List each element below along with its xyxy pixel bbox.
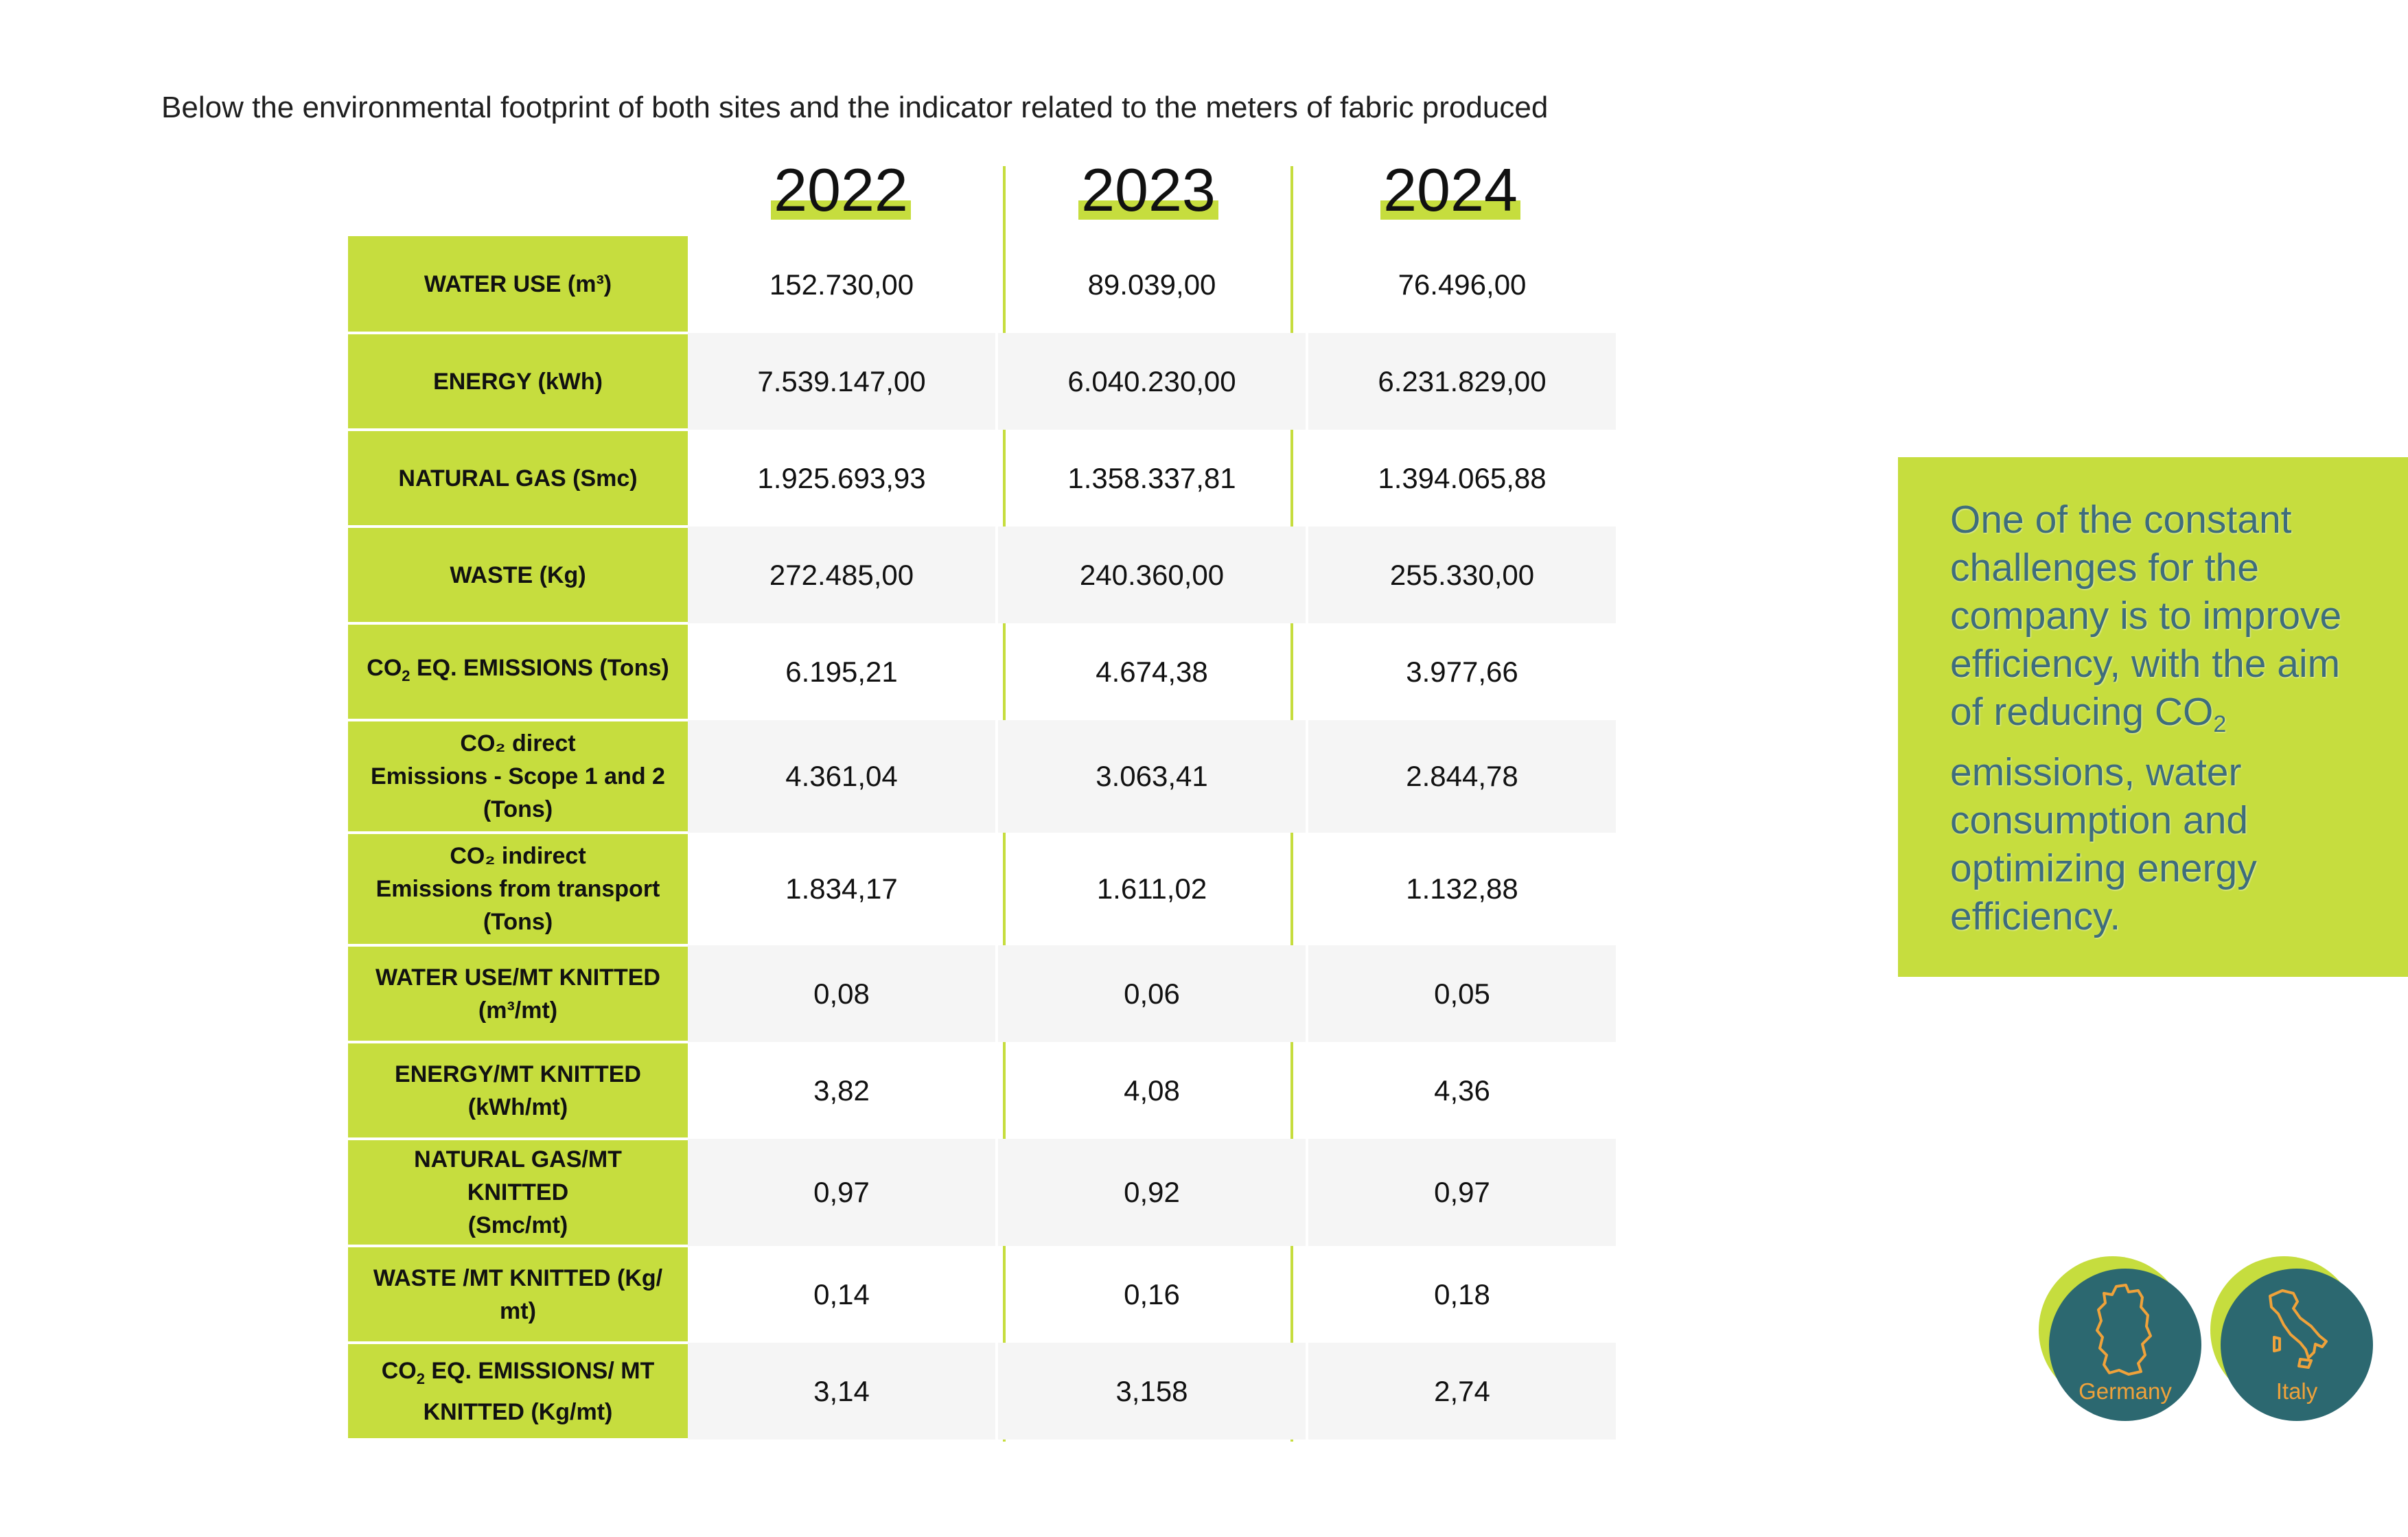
table-row: WASTE (Kg) 272.485,00 240.360,00 255.330…: [348, 527, 1616, 625]
table-row: CO₂ indirect Emissions from transport (Ton…: [348, 833, 1616, 947]
row-label: CO2 EQ. EMISSIONS/ MT KNITTED (Kg/mt): [348, 1343, 688, 1441]
value-cell: 1.834,17: [785, 872, 898, 905]
value-cell: 255.330,00: [1308, 527, 1616, 623]
row-label: ENERGY (kWh): [348, 333, 688, 431]
value-cell: 6.040.230,00: [998, 333, 1306, 430]
value-cell: 1.132,88: [1406, 872, 1518, 905]
value-cell: 152.730,00: [769, 268, 914, 301]
table-row: CO2 EQ. EMISSIONS/ MT KNITTED (Kg/mt) 3,1…: [348, 1343, 1616, 1441]
row-label: CO₂ direct Emissions - Scope 1 and 2 (Tons…: [348, 720, 688, 834]
year-header-2023: 2023: [997, 152, 1299, 228]
germany-badge: Germany: [2039, 1256, 2201, 1424]
italy-map-icon: [2269, 1289, 2328, 1369]
italy-badge: Italy: [2210, 1256, 2373, 1424]
value-cell: 0,05: [1308, 945, 1616, 1042]
table-row: CO₂ direct Emissions - Scope 1 and 2 (Tons…: [348, 720, 1616, 834]
row-label: WATER USE (m³): [348, 236, 688, 334]
value-cell: 1.611,02: [1096, 872, 1207, 905]
value-cell: 2.844,78: [1308, 720, 1616, 833]
table-row: WATER USE/MT KNITTED (m³/mt) 0,08 0,06 0,…: [348, 945, 1616, 1043]
value-cell: 0,14: [813, 1278, 870, 1310]
value-cell: 1.394.065,88: [1378, 461, 1547, 494]
table-row: NATURAL GAS/MT KNITTED (Smc/mt) 0,97 0,92 …: [348, 1139, 1616, 1247]
value-cell: 3,158: [998, 1343, 1306, 1440]
table-row: WASTE /MT KNITTED (Kg/mt) 0,14 0,16 0,18: [348, 1246, 1616, 1344]
value-cell: 4,36: [1434, 1074, 1490, 1107]
row-label: NATURAL GAS (Smc): [348, 430, 688, 528]
value-cell: 0,18: [1434, 1278, 1490, 1310]
value-cell: 3.063,41: [998, 720, 1306, 833]
table-row: WATER USE (m³) 152.730,00 89.039,00 76.4…: [348, 236, 1616, 334]
table-row: NATURAL GAS (Smc) 1.925.693,93 1.358.337…: [348, 430, 1616, 528]
year-header-2022: 2022: [690, 152, 992, 228]
value-cell: 3,82: [813, 1074, 870, 1107]
value-cell: 0,92: [998, 1139, 1306, 1246]
row-label: ENERGY/MT KNITTED (kWh/mt): [348, 1042, 688, 1140]
callout-text: One of the constant challenges for the c…: [1950, 498, 2342, 938]
value-cell: 240.360,00: [998, 527, 1306, 623]
value-cell: 3.977,66: [1406, 655, 1518, 688]
value-cell: 0,97: [688, 1139, 995, 1246]
row-label: CO₂ indirect Emissions from transport (Ton…: [348, 833, 688, 947]
value-cell: 4,08: [1124, 1074, 1180, 1107]
value-cell: 6.231.829,00: [1308, 333, 1616, 430]
value-cell: 0,08: [688, 945, 995, 1042]
value-cell: 6.195,21: [785, 655, 898, 688]
value-cell: 1.925.693,93: [757, 461, 926, 494]
badge-label: Italy: [2276, 1378, 2318, 1404]
efficiency-callout: One of the constant challenges for the c…: [1898, 457, 2408, 977]
value-cell: 7.539.147,00: [688, 333, 995, 430]
value-cell: 0,97: [1308, 1139, 1616, 1246]
value-cell: 0,06: [998, 945, 1306, 1042]
year-header-2024: 2024: [1299, 152, 1601, 228]
table-row: ENERGY/MT KNITTED (kWh/mt) 3,82 4,08 4,36: [348, 1042, 1616, 1140]
row-label: NATURAL GAS/MT KNITTED (Smc/mt): [348, 1139, 688, 1247]
table-row: CO2 EQ. EMISSIONS (Tons) 6.195,21 4.674,…: [348, 623, 1616, 721]
row-label: WASTE (Kg): [348, 527, 688, 625]
badge-label: Germany: [2079, 1378, 2172, 1404]
value-cell: 2,74: [1308, 1343, 1616, 1440]
table-row: ENERGY (kWh) 7.539.147,00 6.040.230,00 6…: [348, 333, 1616, 431]
value-cell: 0,16: [1124, 1278, 1180, 1310]
row-label: WATER USE/MT KNITTED (m³/mt): [348, 945, 688, 1043]
value-cell: 3,14: [688, 1343, 995, 1440]
value-cell: 4.674,38: [1096, 655, 1208, 688]
footprint-table: WATER USE (m³) 152.730,00 89.039,00 76.4…: [348, 236, 1616, 1441]
value-cell: 272.485,00: [688, 527, 995, 623]
value-cell: 76.496,00: [1398, 268, 1527, 301]
row-label: WASTE /MT KNITTED (Kg/mt): [348, 1246, 688, 1344]
value-cell: 1.358.337,81: [1067, 461, 1236, 494]
row-label: CO2 EQ. EMISSIONS (Tons): [348, 623, 688, 721]
value-cell: 4.361,04: [688, 720, 995, 833]
germany-map-icon: [2096, 1284, 2152, 1376]
value-cell: 89.039,00: [1087, 268, 1216, 301]
intro-text: Below the environmental footprint of bot…: [161, 91, 1549, 124]
